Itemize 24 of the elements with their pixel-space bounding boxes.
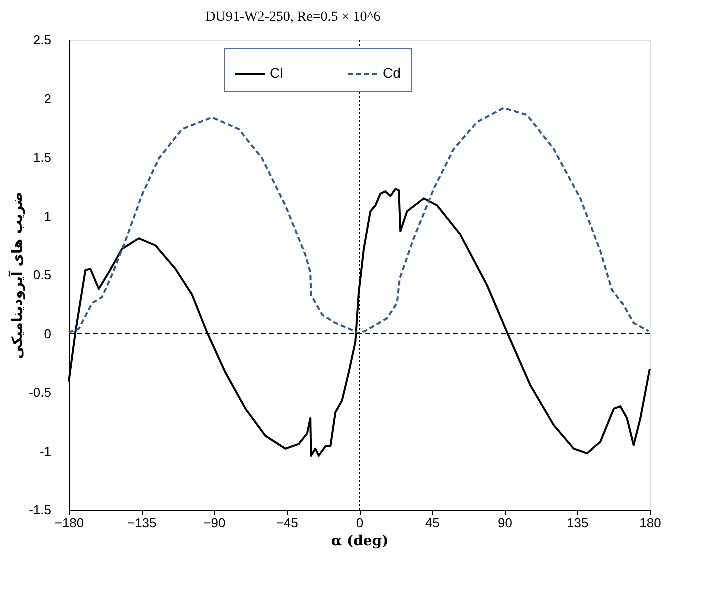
y-tick-label: 0	[44, 326, 52, 342]
y-tick-label: 1	[44, 208, 52, 224]
y-tick-label: -0.5	[29, 385, 52, 400]
x-axis-title: α (deg)	[331, 534, 389, 550]
y-tick-label: -1.5	[29, 502, 52, 518]
y-axis-title: ضریب های آیرودینامیکی	[8, 192, 26, 360]
y-tick-label: 1.5	[33, 150, 52, 165]
x-tick-label: −135	[127, 516, 157, 530]
y-tick-label: 2	[44, 91, 52, 106]
legend-label: Cd	[383, 65, 401, 81]
chart-title: DU91-W2-250, Re=0.5 × 10^6	[206, 10, 381, 25]
x-tick-label: 0	[356, 516, 364, 530]
line-series	[68, 107, 650, 335]
y-tick-label: -1	[40, 444, 52, 459]
x-tick-label: −180	[54, 516, 84, 530]
x-tick-label: −90	[204, 516, 226, 530]
x-tick-label: −45	[276, 516, 298, 530]
x-tick-label: 45	[425, 516, 440, 530]
x-tick-label: 180	[640, 516, 662, 530]
y-tick-label: 2.5	[33, 32, 52, 48]
y-tick-label: 0.5	[33, 268, 52, 282]
x-tick-label: 135	[567, 516, 589, 530]
x-tick-label: 90	[498, 516, 512, 530]
legend-label: Cl	[270, 65, 284, 81]
